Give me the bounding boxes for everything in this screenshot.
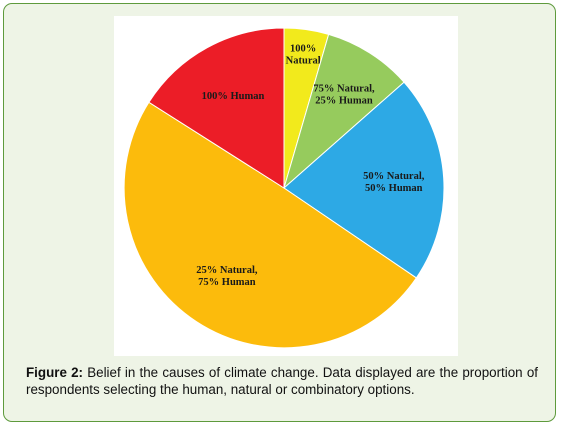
figure-caption: Figure 2: Belief in the causes of climat… bbox=[26, 364, 538, 398]
pie-slice-4 bbox=[148, 27, 285, 189]
slice-label-2: 50% Natural, 50% Human bbox=[363, 171, 425, 194]
caption-label: Figure 2: bbox=[26, 365, 84, 380]
figure-frame: 100% Natural 75% Natural, 25% Human 50% Natu… bbox=[3, 3, 556, 422]
caption-text: Belief in the causes of climate change. … bbox=[26, 365, 538, 397]
slice-label-3: 25% Natural, 75% Human bbox=[196, 265, 258, 288]
chart-plot-area: 100% Natural 75% Natural, 25% Human 50% Natu… bbox=[114, 16, 458, 356]
slice-label-4: 100% Human bbox=[202, 91, 265, 102]
pie-slice-1 bbox=[283, 33, 405, 190]
pie-slice-3 bbox=[123, 101, 418, 349]
slice-label-0: 100% Natural bbox=[286, 43, 321, 66]
pie-chart: 100% Natural 75% Natural, 25% Human 50% Natu… bbox=[123, 27, 445, 349]
slice-label-1: 75% Natural, 25% Human bbox=[313, 83, 375, 106]
pie-slice-2 bbox=[283, 81, 445, 279]
